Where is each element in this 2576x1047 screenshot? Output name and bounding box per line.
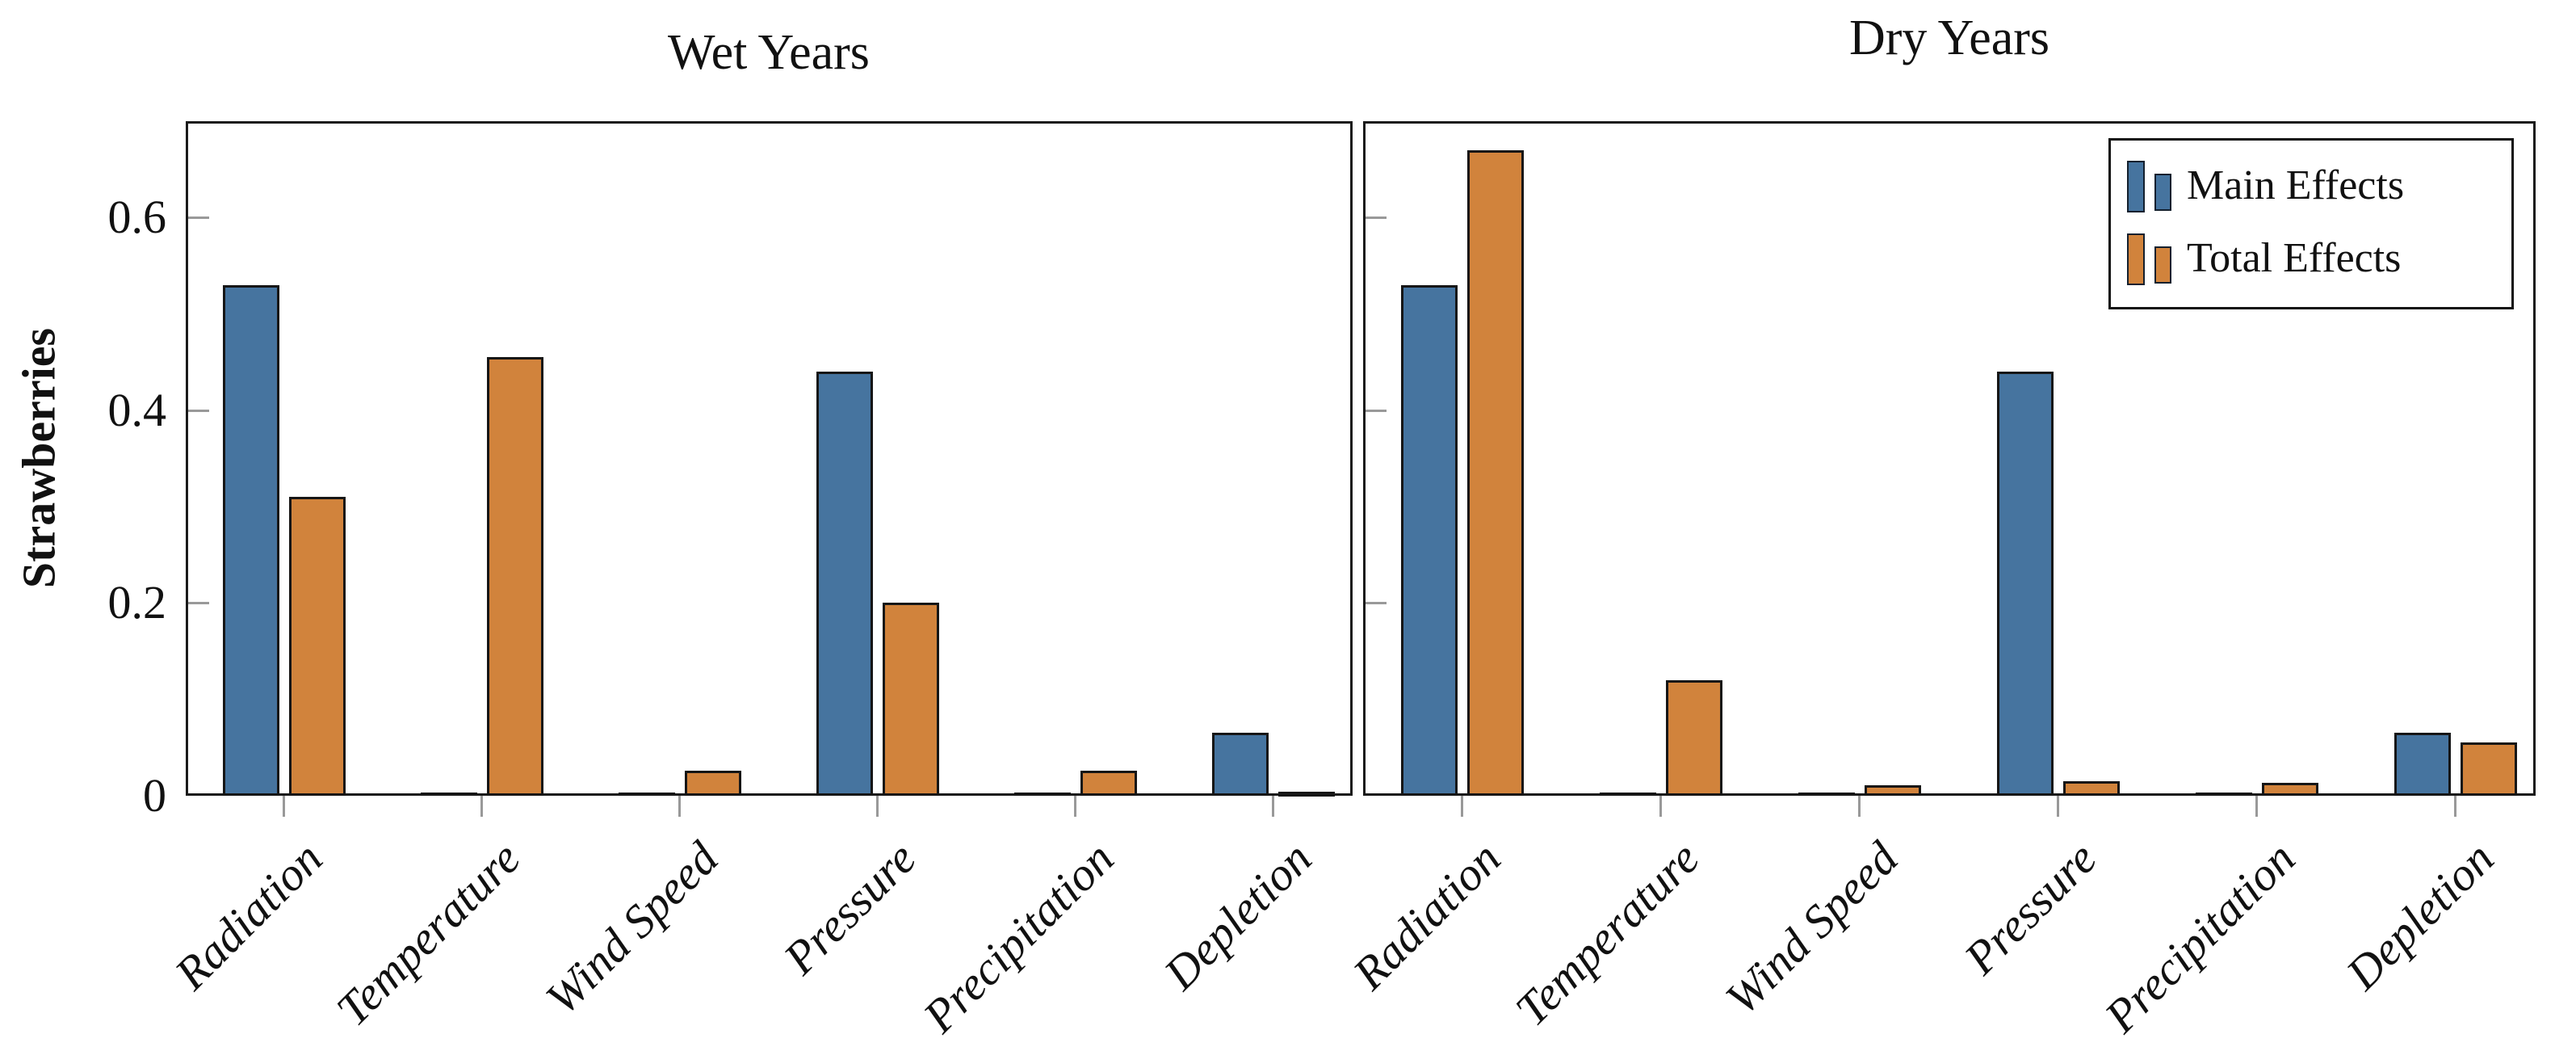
bar-wet-years-depletion-total-effects xyxy=(1278,792,1335,797)
bar-dry-years-pressure-main-effects xyxy=(1997,372,2054,796)
panel-frame-wet-years xyxy=(186,121,1353,796)
bar-wet-years-precipitation-main-effects xyxy=(1013,793,1071,796)
legend-item-main-effects: Main Effects xyxy=(2127,160,2495,214)
y-tick-mark xyxy=(1366,409,1387,412)
bar-wet-years-temperature-main-effects xyxy=(420,793,477,796)
bar-wet-years-pressure-main-effects xyxy=(816,372,873,796)
bar-dry-years-depletion-main-effects xyxy=(2394,733,2452,796)
legend: Main Effects Total Effects xyxy=(2108,138,2514,309)
bar-dry-years-wind-speed-main-effects xyxy=(1798,793,1855,796)
y-tick-mark xyxy=(188,409,209,412)
bar-dry-years-pressure-total-effects xyxy=(2063,781,2121,796)
x-tick-mark xyxy=(2057,796,2060,817)
bar-wet-years-precipitation-total-effects xyxy=(1080,771,1137,796)
y-tick-mark xyxy=(188,217,209,220)
main-effects-swatch-short xyxy=(2154,173,2171,211)
legend-label-main-effects: Main Effects xyxy=(2187,162,2405,208)
y-tick-mark xyxy=(188,602,209,605)
x-tick-mark xyxy=(1460,796,1463,817)
bar-dry-years-radiation-main-effects xyxy=(1400,285,1458,796)
y-tick-label: 0.4 xyxy=(107,383,167,436)
main-effects-swatch-tall xyxy=(2127,160,2145,212)
bar-wet-years-temperature-total-effects xyxy=(486,357,543,796)
y-tick-label: 0.6 xyxy=(107,191,167,244)
x-tick-mark xyxy=(480,796,483,817)
bar-dry-years-wind-speed-total-effects xyxy=(1864,785,1921,796)
bar-dry-years-precipitation-total-effects xyxy=(2262,783,2319,796)
bar-wet-years-wind-speed-main-effects xyxy=(618,793,675,796)
bar-dry-years-radiation-total-effects xyxy=(1466,150,1524,796)
bar-dry-years-temperature-main-effects xyxy=(1599,793,1656,796)
x-tick-mark xyxy=(282,796,285,817)
panel-frame-dry-years xyxy=(1363,121,2536,796)
total-effects-swatch-short xyxy=(2154,246,2171,284)
legend-item-total-effects: Total Effects xyxy=(2127,233,2495,287)
main-effects-bar-swatch-icon xyxy=(2127,160,2174,214)
bar-wet-years-radiation-main-effects xyxy=(222,285,279,796)
x-tick-mark xyxy=(1073,796,1076,817)
x-tick-mark xyxy=(2255,796,2259,817)
panel-title-dry-years: Dry Years xyxy=(1849,11,2049,65)
bar-dry-years-depletion-total-effects xyxy=(2461,742,2518,796)
x-tick-label-radiation: Radiation xyxy=(164,831,333,1000)
bar-dry-years-precipitation-main-effects xyxy=(2196,793,2253,796)
total-effects-bar-swatch-icon xyxy=(2127,233,2174,287)
panel-title-wet-years: Wet Years xyxy=(668,25,870,80)
x-tick-mark xyxy=(1659,796,1662,817)
bar-wet-years-wind-speed-total-effects xyxy=(684,771,741,796)
total-effects-swatch-tall xyxy=(2127,233,2145,286)
x-tick-mark xyxy=(1271,796,1274,817)
bar-wet-years-depletion-main-effects xyxy=(1211,733,1269,796)
bar-dry-years-temperature-total-effects xyxy=(1665,680,1722,796)
y-tick-label: 0.2 xyxy=(107,576,167,629)
y-tick-mark xyxy=(1366,602,1387,605)
bar-wet-years-radiation-total-effects xyxy=(288,497,346,796)
x-tick-mark xyxy=(678,796,681,817)
legend-label-total-effects: Total Effects xyxy=(2187,235,2402,282)
y-tick-mark xyxy=(1366,217,1387,220)
y-tick-label: 0 xyxy=(143,769,166,822)
x-tick-mark xyxy=(2454,796,2457,817)
x-tick-mark xyxy=(875,796,879,817)
bar-wet-years-pressure-total-effects xyxy=(882,603,939,796)
x-tick-mark xyxy=(1857,796,1861,817)
y-axis-label: Strawberries xyxy=(12,327,65,589)
